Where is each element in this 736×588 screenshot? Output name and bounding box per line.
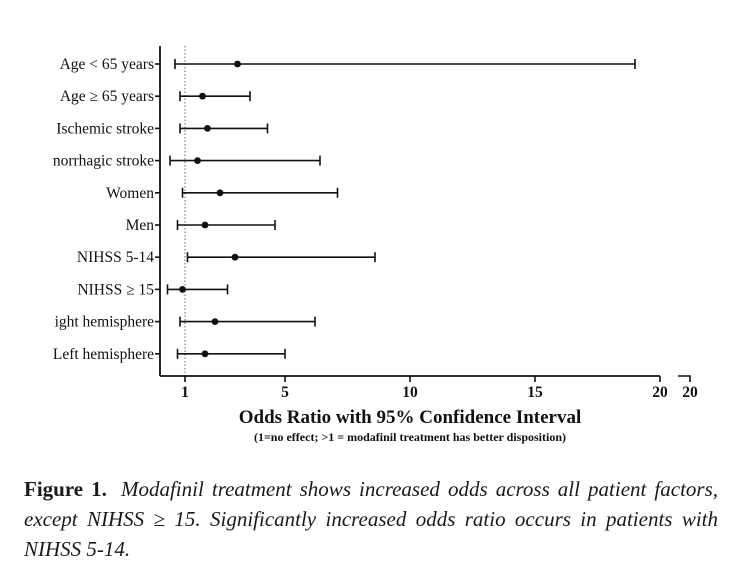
row-label: ight hemisphere (55, 314, 155, 331)
figure-caption-text: Modafinil treatment shows increased odds… (24, 477, 719, 561)
row-label: norrhagic stroke (53, 153, 154, 170)
forest-plot-figure: Age < 65 years Age ≥ 65 years Ischemic str… (53, 46, 698, 444)
odds-ratio-point (179, 286, 186, 293)
odds-ratio-point (201, 221, 209, 229)
row-label: Left hemisphere (53, 346, 154, 363)
row-label: NIHSS 5-14 (77, 249, 154, 266)
x-tick-label: 1 (181, 384, 189, 401)
row-labels: Age < 65 years Age ≥ 65 years Ischemic str… (53, 56, 154, 363)
odds-ratio-point (234, 60, 241, 68)
figure-caption-label: Figure 1. (24, 477, 107, 501)
odds-ratio-point (211, 318, 219, 325)
x-tick-label: 20 (652, 384, 668, 401)
odds-ratio-point (199, 92, 206, 100)
row-label: Men (126, 217, 155, 234)
x-tick-label: 10 (402, 384, 418, 401)
row-label: Women (106, 185, 154, 202)
row-label: Age < 65 years (60, 56, 154, 73)
x-axis-subtitle: (1=no effect; >1 = modafinil treatment h… (254, 430, 566, 444)
row-label: Age ≥ 65 years (60, 88, 154, 105)
odds-ratio-point (216, 189, 224, 197)
odds-ratio-point (204, 124, 211, 132)
row-label: Ischemic stroke (56, 120, 154, 137)
odds-ratio-point (194, 157, 201, 165)
odds-ratio-point (231, 253, 239, 261)
axis-break-label: 20 (682, 384, 698, 401)
row-label: NIHSS ≥ 15 (77, 281, 154, 298)
odds-ratio-point (201, 350, 209, 358)
x-axis-title: Odds Ratio with 95% Confidence Interval (239, 407, 582, 428)
x-tick-label: 15 (527, 384, 543, 401)
x-tick-label: 5 (281, 384, 289, 401)
forest-plot-chart: Age < 65 years Age ≥ 65 years Ischemic str… (53, 46, 698, 444)
axis-break-segment (678, 375, 691, 382)
figure-caption: Figure 1. Modafinil treatment shows incr… (24, 474, 718, 564)
